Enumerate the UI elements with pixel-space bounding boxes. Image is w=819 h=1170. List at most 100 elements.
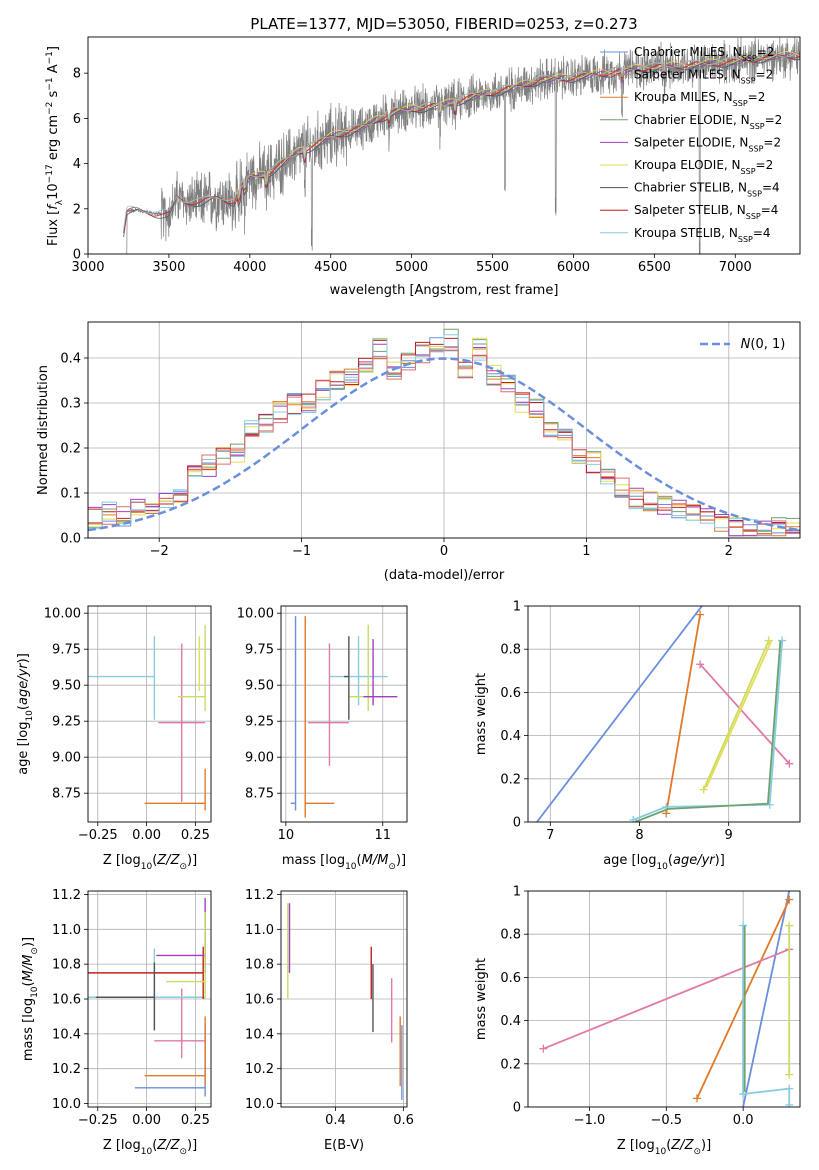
axes-spine: [527, 605, 801, 823]
x-tick-label: −0.25: [78, 1113, 118, 1128]
label-part: erg cm: [46, 115, 61, 164]
legend-label: Salpeter MILES, N: [634, 68, 741, 82]
y-tick-label: 10.2: [52, 1062, 81, 1077]
y-tick-label: 11.2: [52, 888, 81, 903]
x-tick-label: −0.25: [78, 828, 118, 843]
y-tick-label: 10.00: [44, 607, 81, 622]
legend-label: Chabrier STELIB, N: [634, 181, 747, 195]
y-tick-label: 9.50: [52, 679, 81, 694]
x-axis-label: (data-model)/error: [384, 568, 505, 583]
y-tick-label: 0.8: [500, 643, 521, 658]
figure-title: PLATE=1377, MJD=53050, FIBERID=0253, z=0…: [250, 15, 637, 33]
plot-area: [120, 37, 800, 254]
model-spectrum: [123, 53, 800, 234]
legend-entry: Salpeter STELIB, NSSP=4: [634, 203, 778, 221]
legend-subscript: SSP: [738, 234, 753, 243]
plus-marker: [785, 1084, 794, 1093]
plot-area: [88, 891, 211, 1107]
x-tick-label: 9: [725, 828, 733, 843]
errorbar-point: [304, 616, 335, 818]
panel-spectrum: 3000 3500 4000 4500 5000 5500 6000 6500 7000 0 2 4 6…: [45, 36, 801, 298]
y-tick-label: 10.8: [52, 958, 81, 973]
panel-mass_vs_Z: −0.25 0.00 0.25 10.0 10.2 10.4 10.6 10.8 11.0 11.…: [21, 888, 212, 1157]
y-tick-label: 0.2: [500, 1057, 521, 1072]
label-part: (: [357, 853, 362, 868]
axes-spine: [280, 605, 408, 823]
x-tick-label: 7000: [719, 260, 752, 275]
label-part: 10: [655, 1147, 667, 1157]
y-tick-label: 1: [513, 600, 521, 615]
errorbar-point: [308, 643, 349, 766]
x-tick-label: 0.00: [132, 828, 161, 843]
axes-frame: −2 −1 0 1 2 0.0 0.1 0.2 0.3 0.4 (data-model)/error…: [36, 321, 801, 583]
panel-weight_vs_Z: −1.0 −0.5 0.0 0 0.2 0.4 0.6 0.8 1 Z [log10(Z/Z⊙)]…: [474, 885, 801, 1157]
legend-entry: Salpeter ELODIE, NSSP=2: [634, 135, 781, 153]
plus-marker: [693, 1094, 702, 1103]
y-tick-label: 10.00: [237, 607, 274, 622]
y-tick-label: 9.00: [245, 751, 274, 766]
label-part: −1: [45, 51, 55, 64]
x-tick-label: −1.0: [574, 1113, 606, 1128]
model-spectrum: [233, 52, 800, 204]
panel-mass_vs_ebv: 0.4 0.6 10.0 10.2 10.4 10.6 10.8 11.0 11.2 E(B-V): [245, 888, 414, 1153]
model-spectrum: [233, 51, 800, 204]
legend-entry: Kroupa STELIB, NSSP=4: [634, 226, 771, 244]
label-part: (: [152, 1138, 157, 1153]
errorbar-point: [363, 639, 398, 706]
weight-series: [634, 640, 782, 822]
axes-frame: −1.0 −0.5 0.0 0 0.2 0.4 0.6 0.8 1 Z [log10(Z/Z⊙)]…: [474, 885, 801, 1157]
x-axis-label: age [log10(age/yr)]: [603, 853, 725, 872]
plus-marker: [764, 636, 773, 645]
y-tick-label: 11.0: [52, 923, 81, 938]
y-tick-label: 0: [73, 248, 81, 263]
label-part: f: [46, 203, 61, 210]
y-axis-label: age [log10(age/yr)]: [16, 653, 35, 775]
label-part: (: [668, 853, 673, 868]
x-tick-label: 0.25: [181, 828, 210, 843]
y-tick-label: 10.0: [245, 1097, 274, 1112]
y-tick-label: 8.75: [245, 787, 274, 802]
x-tick-label: 3000: [71, 260, 104, 275]
axes-frame: 7 8 9 0 0.2 0.4 0.6 0.8 1 age [log10(age/yr)] mass…: [474, 600, 801, 872]
errorbar-point: [88, 636, 156, 720]
legend-tail: =2: [756, 158, 774, 172]
errorbar-point: [329, 636, 388, 706]
label-part: s: [46, 90, 61, 101]
plus-marker: [539, 1044, 548, 1053]
x-tick-label: 4500: [314, 260, 347, 275]
y-tick-label: 10.4: [52, 1027, 81, 1042]
x-tick-label: 6000: [557, 260, 590, 275]
legend-entry: Chabrier STELIB, NSSP=4: [634, 181, 780, 199]
label-part: ⊙: [179, 1147, 187, 1157]
x-tick-label: 1: [582, 544, 590, 559]
label-part: ⊙: [388, 862, 396, 872]
axes-spine: [527, 890, 801, 1108]
weight-series: [665, 614, 701, 814]
x-tick-label: 6500: [638, 260, 671, 275]
x-tick-label: −0.5: [651, 1113, 683, 1128]
y-tick-label: 10.8: [245, 958, 274, 973]
y-tick-label: 0.3: [60, 397, 81, 412]
label-part: M/M: [362, 853, 389, 868]
y-tick-label: 0.6: [500, 971, 521, 986]
x-tick-label: 0.6: [393, 1113, 414, 1128]
legend-entry: Salpeter MILES, NSSP=2: [634, 68, 773, 86]
legend-label: Chabrier MILES, N: [634, 45, 742, 59]
label-part: Z [log: [103, 853, 141, 868]
label-part: (: [666, 1138, 671, 1153]
legend-tail: =2: [757, 45, 775, 59]
plus-marker: [785, 921, 794, 930]
legend-subscript: SSP: [748, 144, 763, 153]
plus-marker: [696, 610, 705, 619]
weight-series: [543, 948, 790, 1050]
legend-subscript: SSP: [750, 121, 765, 130]
legend-subscript: SSP: [741, 167, 756, 176]
plus-marker: [739, 921, 748, 930]
plus-marker: [696, 660, 705, 669]
y-tick-label: 10.4: [245, 1027, 274, 1042]
weight-series: [705, 640, 773, 788]
y-axis-label: Normed distribution: [36, 365, 51, 495]
x-axis-label: Z [log10(Z/Z⊙)]: [103, 1138, 197, 1157]
